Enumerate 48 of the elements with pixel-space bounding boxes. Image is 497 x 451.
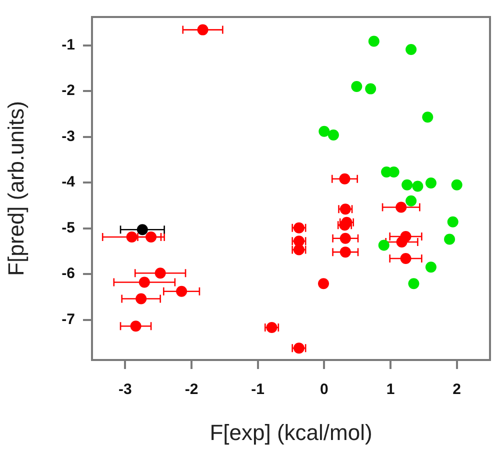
point [176, 286, 188, 297]
y-axis-title: F[pred] (arb.units) [3, 101, 28, 276]
point [328, 129, 339, 140]
x-tick-label: 2 [452, 381, 462, 398]
point [126, 231, 138, 242]
point [402, 179, 413, 190]
y-tick-label: -7 [62, 310, 75, 328]
point [425, 178, 436, 189]
y-tick-label: -3 [62, 128, 75, 145]
point [444, 234, 456, 245]
x-tick-label: -3 [118, 381, 132, 398]
point [138, 276, 150, 288]
point [396, 236, 408, 248]
point [400, 252, 412, 264]
x-tick-label: -1 [251, 381, 265, 398]
point [425, 262, 436, 273]
point [197, 24, 208, 36]
point [406, 195, 417, 206]
x-tick-label: 0 [320, 381, 328, 398]
y-tick-label: -1 [62, 36, 75, 54]
point [406, 44, 417, 55]
point [136, 293, 147, 304]
y-tick-label: -2 [62, 82, 75, 100]
x-tick-label: 1 [386, 381, 395, 398]
point [368, 36, 380, 47]
point [339, 173, 350, 184]
point [351, 81, 362, 92]
point [412, 180, 424, 192]
x-axis-title: F[exp] (kcal/mol) [210, 420, 372, 445]
point [340, 232, 351, 244]
point [154, 268, 166, 279]
point [318, 278, 330, 290]
point [340, 246, 351, 258]
point [130, 320, 142, 332]
point [396, 202, 407, 213]
point [451, 179, 462, 190]
y-tick-label: -4 [62, 174, 76, 191]
y-tick-label: -6 [62, 265, 75, 282]
point [136, 224, 148, 236]
y-tick-label: -5 [62, 219, 75, 236]
point [318, 126, 330, 137]
point [408, 278, 420, 290]
point [422, 112, 434, 123]
point [447, 216, 458, 228]
point [378, 240, 390, 251]
point [146, 231, 157, 242]
x-tick-label: -2 [184, 381, 198, 398]
point [365, 83, 376, 94]
